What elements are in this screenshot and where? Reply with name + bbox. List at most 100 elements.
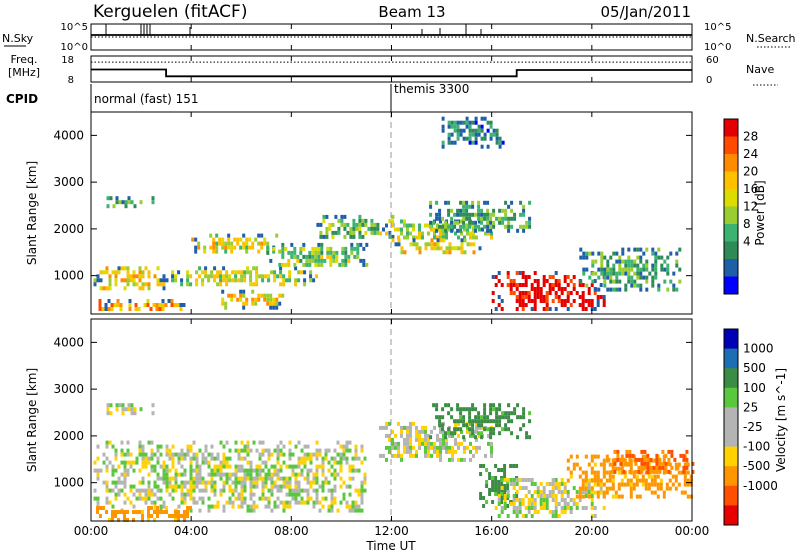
data-cell: [276, 504, 280, 509]
data-cell: [105, 286, 109, 291]
data-cell: [660, 263, 664, 268]
data-cell: [288, 488, 292, 493]
data-cell: [545, 279, 549, 283]
data-cell: [180, 514, 183, 518]
data-cell: [165, 480, 169, 485]
data-cell: [177, 270, 181, 275]
data-cell: [222, 472, 226, 477]
data-cell: [114, 456, 118, 461]
data-cell: [432, 220, 436, 225]
data-cell: [548, 494, 552, 498]
data-cell: [663, 267, 667, 272]
data-cell: [441, 144, 445, 149]
data-cell: [171, 444, 175, 449]
data-cell: [249, 448, 253, 453]
data-cell: [171, 464, 175, 469]
data-cell: [221, 301, 225, 306]
data-cell: [132, 492, 136, 497]
data-cell: [491, 291, 495, 295]
data-cell: [189, 508, 193, 513]
data-cell: [465, 423, 469, 428]
data-cell: [609, 271, 613, 276]
data-cell: [358, 234, 362, 239]
data-cell: [243, 480, 247, 485]
data-cell: [186, 480, 190, 485]
data-cell: [255, 270, 259, 275]
data-cell: [527, 502, 531, 506]
y-tick-label: 1000: [53, 476, 84, 490]
data-cell: [397, 238, 401, 243]
data-cell: [575, 494, 579, 499]
data-cell: [600, 263, 604, 268]
data-cell: [225, 270, 229, 275]
data-cell: [171, 452, 175, 457]
data-cell: [195, 460, 199, 465]
data-cell: [147, 514, 150, 518]
data-cell: [318, 500, 322, 505]
data-cell: [624, 259, 628, 264]
data-cell: [490, 445, 493, 450]
data-cell: [130, 403, 134, 408]
data-cell: [158, 303, 162, 307]
data-cell: [183, 452, 187, 457]
data-cell: [639, 287, 643, 292]
data-cell: [327, 480, 331, 485]
data-cell: [242, 241, 246, 246]
data-cell: [201, 476, 205, 481]
data-cell: [501, 208, 505, 213]
data-cell: [230, 241, 234, 246]
data-cell: [599, 486, 603, 490]
data-cell: [108, 518, 111, 522]
data-cell: [219, 476, 223, 481]
data-cell: [255, 484, 259, 489]
data-cell: [204, 480, 208, 485]
data-cell: [640, 469, 644, 474]
data-cell: [524, 291, 528, 295]
data-cell: [563, 279, 567, 283]
data-cell: [261, 278, 265, 283]
data-cell: [129, 484, 133, 489]
data-cell: [563, 299, 567, 303]
data-cell: [466, 425, 469, 430]
data-cell: [533, 502, 537, 506]
data-cell: [388, 433, 391, 438]
data-cell: [114, 448, 118, 453]
data-cell: [207, 274, 211, 279]
data-cell: [147, 496, 151, 501]
data-cell: [539, 287, 543, 291]
data-cell: [348, 464, 352, 469]
data-cell: [599, 462, 603, 467]
data-cell: [587, 291, 591, 295]
data-cell: [513, 212, 517, 217]
data-cell: [436, 235, 439, 240]
data-cell: [460, 238, 464, 243]
data-cell: [666, 271, 670, 276]
data-cell: [138, 488, 142, 493]
data-cell: [509, 464, 513, 468]
data-cell: [391, 453, 394, 458]
data-cell: [117, 476, 121, 481]
data-cell: [138, 496, 142, 501]
data-cell: [362, 246, 366, 251]
data-cell: [542, 506, 546, 510]
data-cell: [572, 299, 576, 303]
data-cell: [264, 504, 268, 509]
data-cell: [633, 263, 637, 268]
data-cell: [246, 476, 250, 481]
data-cell: [150, 456, 154, 461]
data-cell: [477, 423, 481, 428]
data-cell: [333, 484, 337, 489]
data-cell: [177, 518, 180, 522]
data-cell: [249, 468, 253, 473]
data-cell: [297, 456, 301, 461]
data-cell: [456, 220, 460, 225]
data-cell: [156, 266, 160, 271]
data-cell: [225, 440, 229, 445]
data-cell: [294, 278, 298, 283]
data-cell: [231, 270, 235, 275]
data-cell: [563, 275, 567, 279]
data-cell: [249, 508, 253, 513]
data-cell: [319, 234, 323, 239]
data-cell: [612, 287, 616, 292]
data-cell: [678, 267, 682, 272]
